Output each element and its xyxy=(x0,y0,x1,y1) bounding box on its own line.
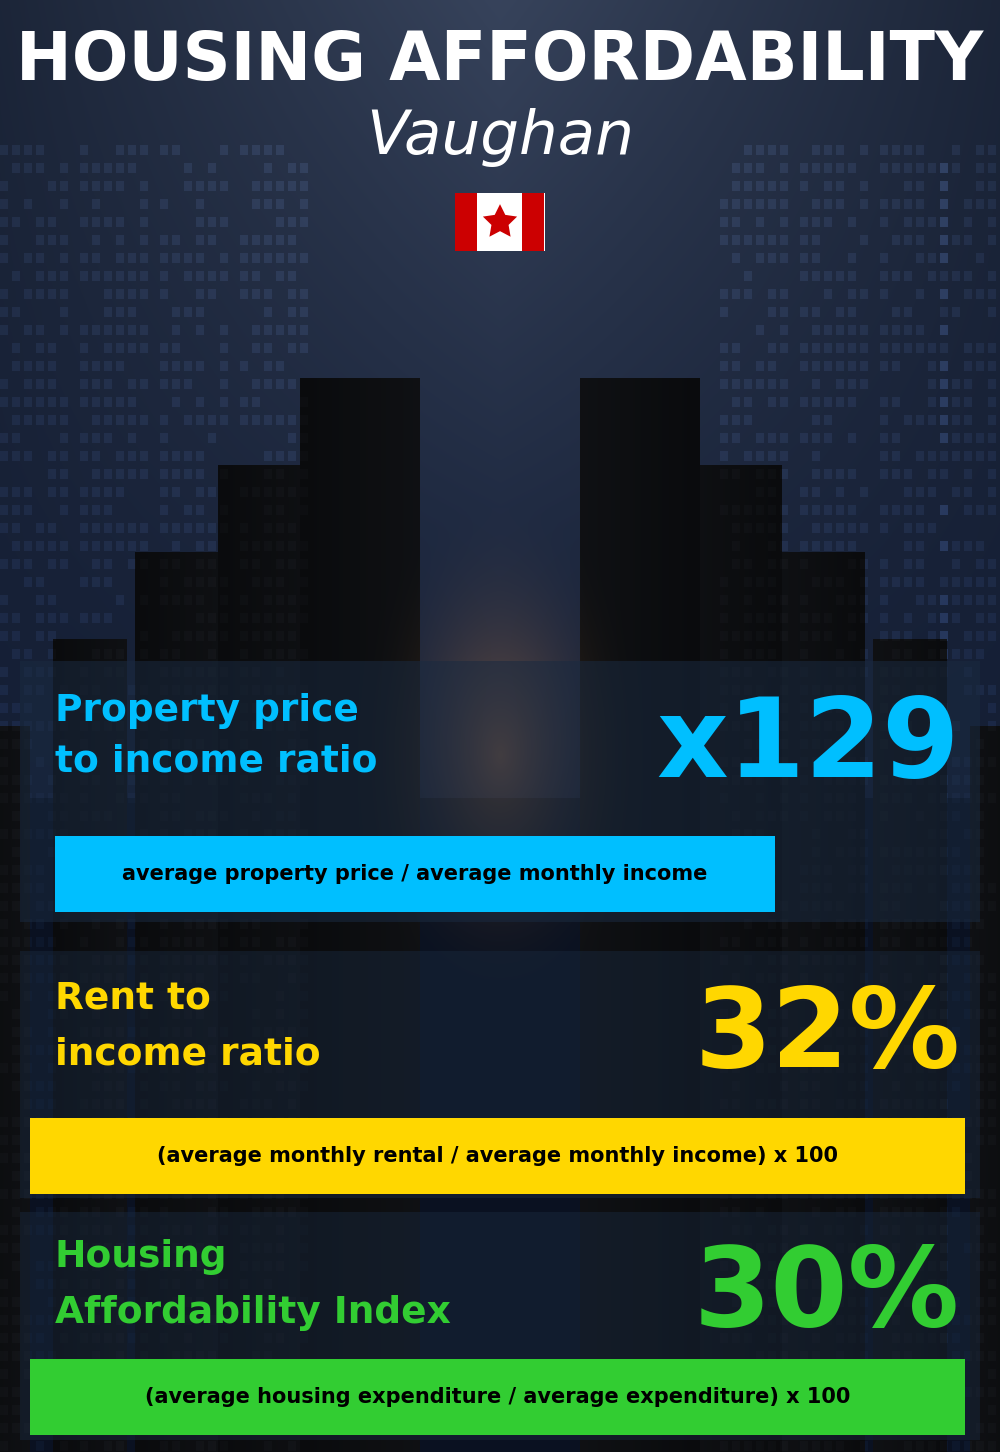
FancyBboxPatch shape xyxy=(30,1118,965,1194)
Text: HOUSING AFFORDABILITY: HOUSING AFFORDABILITY xyxy=(16,28,984,94)
Text: (average monthly rental / average monthly income) x 100: (average monthly rental / average monthl… xyxy=(157,1146,838,1166)
Text: average property price / average monthly income: average property price / average monthly… xyxy=(122,864,708,884)
FancyBboxPatch shape xyxy=(20,1212,980,1440)
FancyBboxPatch shape xyxy=(30,1359,965,1435)
Text: 30%: 30% xyxy=(694,1241,960,1349)
FancyBboxPatch shape xyxy=(20,951,980,1198)
Polygon shape xyxy=(483,205,517,237)
Text: Housing
Affordability Index: Housing Affordability Index xyxy=(55,1239,451,1331)
FancyBboxPatch shape xyxy=(455,193,545,251)
Text: 32%: 32% xyxy=(694,983,960,1090)
Text: Vaughan: Vaughan xyxy=(366,109,634,167)
FancyBboxPatch shape xyxy=(55,836,775,912)
FancyBboxPatch shape xyxy=(20,661,980,922)
Text: (average housing expenditure / average expenditure) x 100: (average housing expenditure / average e… xyxy=(145,1387,850,1407)
Text: x129: x129 xyxy=(657,693,960,800)
FancyBboxPatch shape xyxy=(455,193,477,251)
Text: Rent to
income ratio: Rent to income ratio xyxy=(55,980,321,1073)
FancyBboxPatch shape xyxy=(522,193,544,251)
Text: Property price
to income ratio: Property price to income ratio xyxy=(55,693,378,780)
